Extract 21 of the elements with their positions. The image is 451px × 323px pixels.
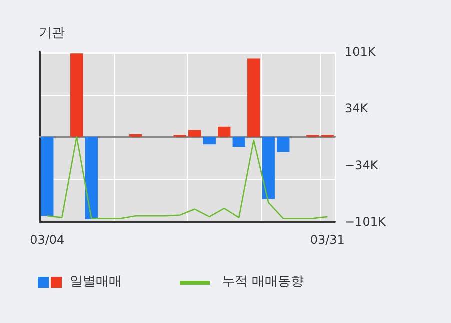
chart-title: 기관: [39, 26, 65, 41]
bar: [70, 54, 84, 137]
bar: [218, 126, 231, 137]
legend-label: 일별매매: [70, 274, 122, 290]
x-tick-label: 03/04: [30, 233, 65, 247]
bar: [130, 134, 142, 137]
bar: [232, 137, 246, 148]
y-tick-label: −101K: [345, 215, 387, 229]
legend-label: 누적 매매동향: [222, 274, 304, 290]
bar: [188, 130, 202, 137]
y-tick-label: 34K: [345, 101, 370, 116]
bar: [85, 137, 98, 220]
line-series: [46, 136, 328, 220]
bar: [248, 58, 260, 137]
y-tick-label: −34K: [345, 158, 380, 173]
y-tick-label: 101K: [345, 45, 377, 59]
bar: [262, 137, 275, 200]
x-tick-label: 03/31: [310, 233, 345, 247]
bar: [277, 137, 290, 152]
bar: [41, 137, 54, 216]
bar: [203, 137, 216, 145]
